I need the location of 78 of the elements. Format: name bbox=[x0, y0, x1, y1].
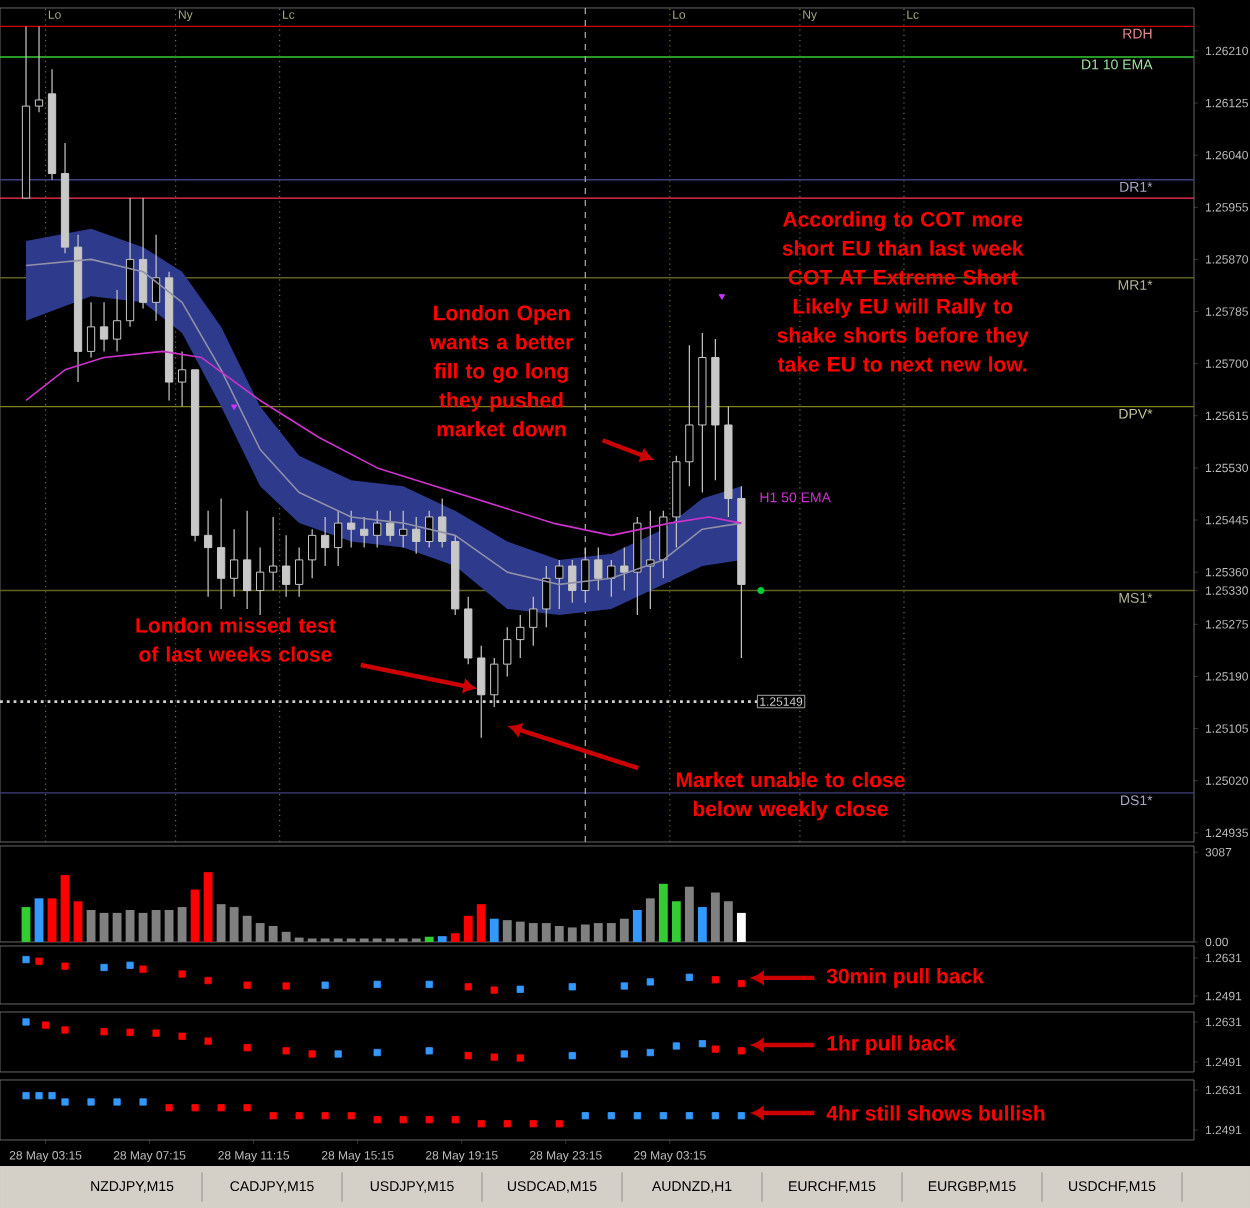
point bbox=[633, 1112, 641, 1120]
candlestick bbox=[177, 350, 187, 408]
bar bbox=[73, 901, 83, 942]
bar bbox=[463, 915, 473, 942]
candlestick bbox=[86, 301, 96, 359]
bar bbox=[34, 898, 44, 942]
point bbox=[139, 1098, 147, 1106]
point bbox=[373, 1116, 381, 1124]
candlestick bbox=[138, 197, 148, 310]
point bbox=[711, 1112, 719, 1120]
point bbox=[529, 1120, 537, 1128]
point bbox=[737, 1112, 745, 1120]
candlestick bbox=[685, 344, 694, 487]
point bbox=[607, 1112, 615, 1120]
point bbox=[347, 1112, 355, 1120]
bar bbox=[190, 889, 200, 942]
annotation: 1hr pull back bbox=[827, 1035, 956, 1055]
annotation: London missed test of last weeks close bbox=[136, 617, 336, 662]
point bbox=[217, 1104, 225, 1112]
point bbox=[61, 1098, 69, 1106]
candlestick bbox=[47, 68, 57, 181]
candlestick bbox=[34, 25, 44, 113]
point bbox=[87, 1098, 95, 1106]
bar bbox=[489, 918, 499, 942]
point bbox=[243, 1104, 251, 1112]
point bbox=[425, 1116, 433, 1124]
point bbox=[659, 1112, 667, 1120]
candlestick bbox=[216, 497, 226, 610]
candlestick bbox=[321, 516, 330, 567]
candlestick bbox=[229, 528, 239, 598]
candlestick bbox=[269, 516, 278, 592]
bar bbox=[697, 907, 707, 942]
candlestick bbox=[164, 271, 174, 402]
annotation: 30min pull back bbox=[826, 968, 984, 988]
point bbox=[503, 1120, 511, 1128]
bar bbox=[450, 933, 460, 942]
annotation: Market unable to close below weekly close bbox=[676, 771, 905, 821]
candlestick bbox=[151, 234, 161, 322]
candlestick bbox=[724, 405, 733, 518]
point bbox=[113, 1098, 121, 1106]
candlestick bbox=[112, 289, 122, 352]
annotation: London Open wants a better fill to go long they pushed market down bbox=[429, 305, 573, 437]
candlestick bbox=[99, 301, 109, 352]
bar bbox=[203, 872, 213, 942]
point bbox=[685, 1112, 693, 1120]
candlestick bbox=[698, 332, 707, 494]
candlestick bbox=[203, 510, 213, 598]
bar bbox=[671, 901, 681, 942]
bar bbox=[632, 909, 642, 942]
candlestick bbox=[711, 338, 720, 481]
point bbox=[191, 1104, 199, 1112]
bar bbox=[21, 907, 31, 942]
bar bbox=[476, 904, 486, 942]
bar bbox=[437, 936, 447, 942]
candlestick bbox=[282, 534, 291, 598]
point bbox=[451, 1116, 459, 1124]
bar bbox=[424, 936, 434, 942]
candlestick bbox=[125, 197, 135, 328]
annotation: 4hr still shows bullish bbox=[826, 1105, 1045, 1121]
bar bbox=[658, 883, 668, 942]
candlestick bbox=[60, 142, 70, 254]
bar bbox=[736, 912, 746, 942]
point bbox=[295, 1112, 303, 1120]
point bbox=[477, 1120, 485, 1128]
point bbox=[555, 1120, 563, 1128]
candlestick bbox=[73, 234, 83, 383]
point bbox=[165, 1104, 173, 1112]
point bbox=[581, 1112, 589, 1120]
bar bbox=[47, 898, 57, 942]
candlestick bbox=[620, 547, 629, 592]
point bbox=[321, 1112, 329, 1120]
annotation: According to COT more short EU than last week COT AT Extreme Short Likely EU will Rally to shake shorts before they take EU to next new low. bbox=[777, 211, 1029, 372]
point bbox=[399, 1116, 407, 1124]
candlestick bbox=[242, 510, 252, 610]
candlestick bbox=[646, 510, 655, 610]
candlestick bbox=[256, 547, 265, 616]
bar bbox=[60, 875, 70, 942]
point bbox=[269, 1112, 277, 1120]
